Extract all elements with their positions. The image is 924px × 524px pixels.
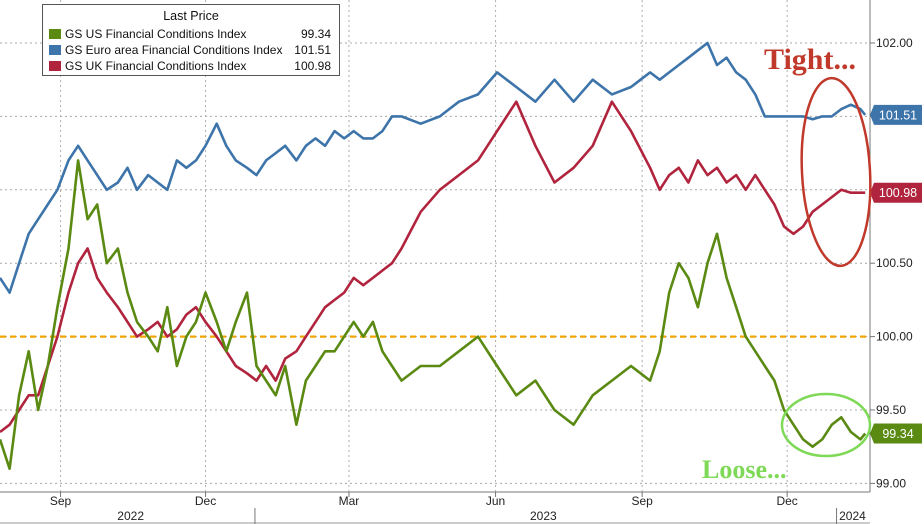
series-line-euro — [0, 41, 867, 294]
y-tick-label: 102.00 — [876, 36, 913, 50]
legend-label-euro: GS Euro area Financial Conditions Index — [65, 43, 283, 57]
chart-legend: Last Price GS US Financial Conditions In… — [42, 4, 340, 76]
last-price-label-us: 99.34 — [882, 427, 913, 441]
last-price-tag-euro — [870, 104, 922, 125]
x-tick-label: Mar — [339, 494, 360, 508]
last-price-label-euro: 101.51 — [879, 108, 917, 122]
legend-item-euro: GS Euro area Financial Conditions Index … — [49, 42, 331, 58]
x-tick-label: Dec — [776, 494, 797, 508]
legend-value-uk: 100.98 — [294, 59, 331, 73]
legend-item-uk: GS UK Financial Conditions Index 100.98 — [49, 58, 331, 74]
legend-swatch-euro — [49, 45, 61, 55]
y-tick-label: 99.50 — [876, 403, 906, 417]
legend-value-us: 99.34 — [300, 27, 331, 41]
x-year-label: 2024 — [839, 509, 866, 523]
last-price-label-uk: 100.98 — [879, 186, 917, 200]
last-price-tag-us — [870, 423, 922, 444]
legend-title: Last Price — [163, 9, 219, 23]
x-year-label: 2022 — [117, 509, 144, 523]
last-price-tag-uk — [870, 182, 922, 203]
legend-label-uk: GS UK Financial Conditions Index — [65, 59, 247, 73]
annotation-tight: Tight... — [764, 43, 856, 76]
y-tick-label: 99.00 — [876, 476, 906, 490]
tight-highlight-ellipse — [800, 76, 872, 268]
series-line-uk — [0, 100, 866, 434]
legend-value-euro: 101.51 — [294, 43, 331, 57]
x-tick-label: Dec — [195, 494, 216, 508]
annotation-loose: Loose... — [702, 455, 787, 484]
x-tick-label: Sep — [50, 494, 72, 508]
legend-swatch-us — [49, 29, 61, 39]
y-tick-label: 100.00 — [876, 330, 913, 344]
legend-label-us: GS US Financial Conditions Index — [65, 27, 247, 41]
x-year-label: 2023 — [530, 509, 557, 523]
legend-swatch-uk — [49, 61, 61, 71]
loose-highlight-ellipse — [780, 392, 872, 458]
x-tick-label: Jun — [486, 494, 505, 508]
y-tick-label: 100.50 — [876, 256, 913, 270]
series-line-us — [0, 159, 867, 471]
legend-item-us: GS US Financial Conditions Index 99.34 — [49, 26, 331, 42]
x-tick-label: Sep — [631, 494, 653, 508]
